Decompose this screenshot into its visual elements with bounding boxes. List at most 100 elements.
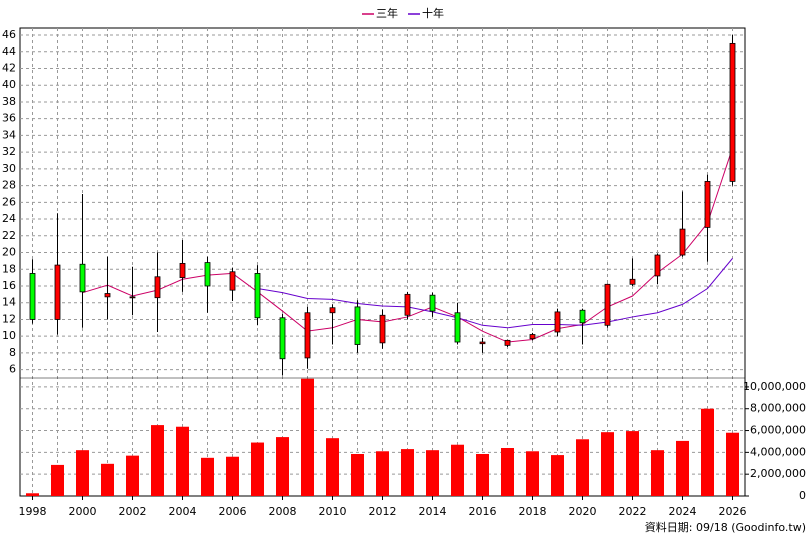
volume-bar	[226, 456, 239, 496]
candle-body	[154, 276, 161, 299]
volume-bar	[426, 450, 439, 496]
volume-bar	[626, 431, 639, 496]
candle-body	[604, 283, 611, 326]
legend-label: 三年	[376, 6, 398, 20]
x-tick-label: 2020	[569, 505, 597, 518]
candle-body	[479, 341, 486, 345]
y-tick-label: 10,000,000	[743, 380, 806, 393]
volume-bar	[251, 442, 264, 496]
candle-body	[629, 278, 636, 285]
y-tick-label: 40	[2, 78, 16, 91]
candle-body	[229, 271, 236, 291]
y-tick-label: 4,000,000	[750, 445, 806, 458]
volume-bar	[126, 455, 139, 496]
candle-body	[304, 312, 311, 359]
y-tick-label: 12	[2, 312, 16, 325]
y-tick-label: 30	[2, 162, 16, 175]
y-tick-label: 26	[2, 195, 16, 208]
y-tick-label: 24	[2, 212, 16, 225]
volume-bar	[351, 454, 364, 496]
candle-body	[554, 311, 561, 333]
y-tick-label: 10	[2, 329, 16, 342]
volume-bar	[76, 450, 89, 496]
volume-bar	[276, 437, 289, 496]
volume-bar	[51, 464, 64, 496]
y-tick-label: 0	[799, 489, 806, 502]
volume-bar	[526, 451, 539, 496]
x-tick-label: 2018	[519, 505, 547, 518]
volume-bar	[501, 448, 514, 496]
candle-body	[679, 228, 686, 256]
y-tick-label: 44	[2, 45, 16, 58]
y-tick-label: 20	[2, 246, 16, 259]
y-tick-label: 6,000,000	[750, 424, 806, 437]
legend-label: 十年	[422, 6, 444, 20]
y-tick-label: 36	[2, 112, 16, 125]
volume-bar	[401, 449, 414, 496]
candle-body	[704, 181, 711, 228]
y-tick-label: 22	[2, 229, 16, 242]
volume-bar	[551, 455, 564, 496]
volume-bar	[576, 439, 589, 496]
x-tick-label: 2014	[419, 505, 447, 518]
candle-body	[254, 273, 261, 319]
candle-body	[404, 293, 411, 316]
x-tick-label: 2026	[719, 505, 747, 518]
candle-body	[54, 264, 61, 320]
volume-bar	[726, 432, 739, 496]
volume-bar	[301, 378, 314, 496]
y-tick-label: 34	[2, 128, 16, 141]
candle-body	[329, 307, 336, 314]
footer: 資料日期: 09/18 (Goodinfo.tw)	[645, 520, 806, 534]
candle-body	[279, 317, 286, 360]
volume-bar	[176, 426, 189, 496]
volume-bar	[326, 438, 339, 496]
candle-body	[529, 334, 536, 340]
x-tick-label: 2012	[369, 505, 397, 518]
y-tick-label: 6	[9, 363, 16, 376]
x-tick-label: 1998	[19, 505, 47, 518]
candle-body	[354, 306, 361, 345]
y-tick-label: 16	[2, 279, 16, 292]
x-tick-label: 2022	[619, 505, 647, 518]
candle-body	[129, 296, 136, 299]
y-tick-label: 2,000,000	[750, 467, 806, 480]
volume-bar	[701, 408, 714, 496]
y-tick-label: 18	[2, 262, 16, 275]
x-tick-label: 2004	[169, 505, 197, 518]
y-tick-label: 42	[2, 61, 16, 74]
x-tick-label: 2024	[669, 505, 697, 518]
volume-bar	[476, 454, 489, 496]
volume-bar	[651, 450, 664, 496]
y-tick-label: 14	[2, 296, 16, 309]
candle-body	[504, 339, 511, 346]
volume-bar	[26, 493, 39, 496]
x-tick-label: 2008	[269, 505, 297, 518]
y-tick-label: 28	[2, 179, 16, 192]
volume-bar	[601, 432, 614, 496]
candle-body	[179, 262, 186, 279]
candle-body	[104, 293, 111, 298]
y-tick-label: 32	[2, 145, 16, 158]
y-tick-label: 8,000,000	[750, 402, 806, 415]
y-tick-label: 8	[9, 346, 16, 359]
candle-body	[379, 314, 386, 344]
volume-bar	[676, 440, 689, 496]
x-tick-label: 2016	[469, 505, 497, 518]
x-tick-label: 2000	[69, 505, 97, 518]
candle-body	[204, 262, 211, 287]
x-tick-label: 2010	[319, 505, 347, 518]
candle-body	[29, 273, 36, 320]
candle-body	[654, 254, 661, 277]
y-tick-label: 46	[2, 28, 16, 41]
candle-body	[579, 309, 586, 324]
ma-line	[257, 258, 733, 329]
volume-bar	[376, 451, 389, 496]
x-tick-label: 2006	[219, 505, 247, 518]
volume-bar	[151, 425, 164, 496]
candle-body	[79, 263, 86, 293]
y-tick-label: 38	[2, 95, 16, 108]
volume-bar	[201, 457, 214, 496]
candle-body	[729, 42, 736, 182]
